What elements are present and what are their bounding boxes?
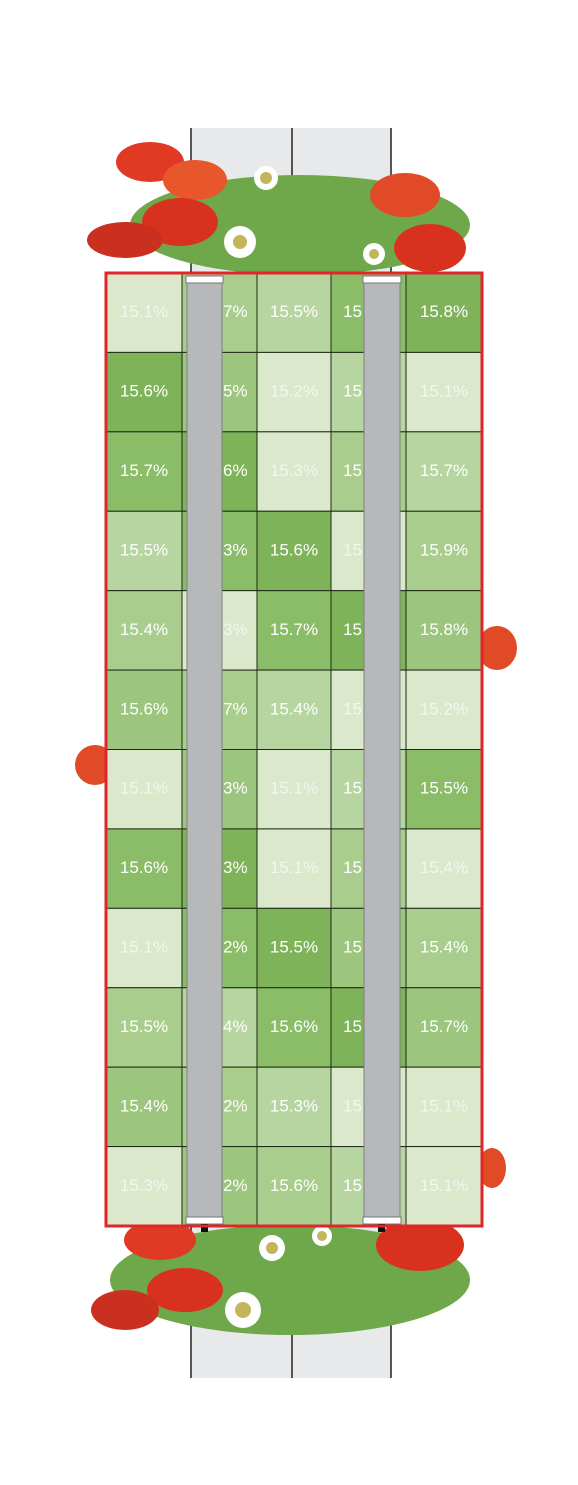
heatmap: 15.1% 7% 15.5% 15 15.8% 15.6% 5% 15.2% 15 15.1% 15… <box>105 272 483 1227</box>
cell <box>405 590 483 671</box>
cell <box>256 510 332 592</box>
cell-label: 3% <box>223 540 248 559</box>
cell <box>105 987 183 1068</box>
cell-label: 15.5% <box>120 540 168 559</box>
cell-label: 5% <box>223 382 248 401</box>
cell-label: 15.4% <box>420 938 468 957</box>
cell-label: 15.9% <box>420 540 468 559</box>
cell-label: 15.6% <box>270 540 318 559</box>
cell <box>105 669 183 750</box>
cell-label: 15.5% <box>270 938 318 957</box>
cell-label: 15.6% <box>120 699 168 718</box>
cell-label: 15.1% <box>270 779 318 798</box>
cell-label: 2% <box>223 1096 248 1115</box>
cell <box>405 987 483 1068</box>
cell-label: 15.6% <box>270 1017 318 1036</box>
cell <box>256 907 332 989</box>
cell-label: 15 <box>343 382 362 401</box>
cell-label: 15.7% <box>120 461 168 480</box>
cell-label: 15.1% <box>120 779 168 798</box>
cell <box>256 828 332 909</box>
cell-label: 15.1% <box>120 302 168 321</box>
cell <box>105 351 183 433</box>
cell-label: 15.3% <box>270 1096 318 1115</box>
cell <box>105 1146 183 1227</box>
cell <box>105 431 183 512</box>
cell-label: 15 <box>343 938 362 957</box>
cell-label: 15.4% <box>270 699 318 718</box>
cell <box>256 431 332 512</box>
cell <box>256 272 332 353</box>
cell-label: 15.2% <box>420 699 468 718</box>
cell-label: 15.8% <box>420 620 468 639</box>
cell-label: 3% <box>223 620 248 639</box>
cell-label: 15.3% <box>270 461 318 480</box>
cell-label: 15 <box>343 1176 362 1195</box>
cell-label: 15.8% <box>420 302 468 321</box>
cell <box>405 749 483 830</box>
cell-label: 15.1% <box>420 1096 468 1115</box>
cell-label: 15.4% <box>120 620 168 639</box>
cell-label: 15.1% <box>420 1176 468 1195</box>
cell <box>405 1146 483 1227</box>
cell-label: 3% <box>223 779 248 798</box>
cell-label: 7% <box>223 699 248 718</box>
cell-label: 15 <box>343 540 362 559</box>
cell-label: 15 <box>343 858 362 877</box>
cell-label: 15.2% <box>270 382 318 401</box>
selection-frame <box>104 271 484 1228</box>
cell-label: 3% <box>223 858 248 877</box>
cell-label: 15.5% <box>120 1017 168 1036</box>
cell-label: 15 <box>343 699 362 718</box>
cell <box>105 1066 183 1148</box>
cell <box>405 431 483 512</box>
cell-label: 15.4% <box>120 1096 168 1115</box>
cell-label: 15.6% <box>270 1176 318 1195</box>
cell-label: 15.6% <box>120 382 168 401</box>
cell-label: 15.4% <box>420 858 468 877</box>
cell-label: 4% <box>223 1017 248 1036</box>
cell-label: 15.3% <box>120 1176 168 1195</box>
cell <box>405 669 483 750</box>
cell-label: 15 <box>343 1096 362 1115</box>
cell-label: 15 <box>343 779 362 798</box>
cell <box>105 907 183 989</box>
cell-label: 2% <box>223 938 248 957</box>
cell-label: 15.1% <box>420 382 468 401</box>
plants-bottom <box>91 1219 470 1335</box>
cell-label: 15.7% <box>420 461 468 480</box>
cell-label: 15.5% <box>270 302 318 321</box>
cell-label: 15.1% <box>270 858 318 877</box>
cell-label: 15 <box>343 620 362 639</box>
cell-label: 15 <box>343 461 362 480</box>
cell <box>405 907 483 989</box>
cell-label: 15.5% <box>420 779 468 798</box>
cell <box>105 749 183 830</box>
cell-label: 15.1% <box>120 938 168 957</box>
cell-label: 6% <box>223 461 248 480</box>
light-bars <box>185 275 402 1232</box>
cell-label: 7% <box>223 302 248 321</box>
cell-label: 2% <box>223 1176 248 1195</box>
cell <box>405 351 483 433</box>
plants-top <box>87 142 470 275</box>
cell <box>256 1146 332 1227</box>
cell-label: 15.6% <box>120 858 168 877</box>
cell <box>405 828 483 909</box>
cell-label: 15 <box>343 302 362 321</box>
cell-label: 15.7% <box>420 1017 468 1036</box>
cell-label: 15.7% <box>270 620 318 639</box>
cell <box>256 351 332 433</box>
side-berries <box>75 626 517 1188</box>
cell-label: 15 <box>343 1017 362 1036</box>
